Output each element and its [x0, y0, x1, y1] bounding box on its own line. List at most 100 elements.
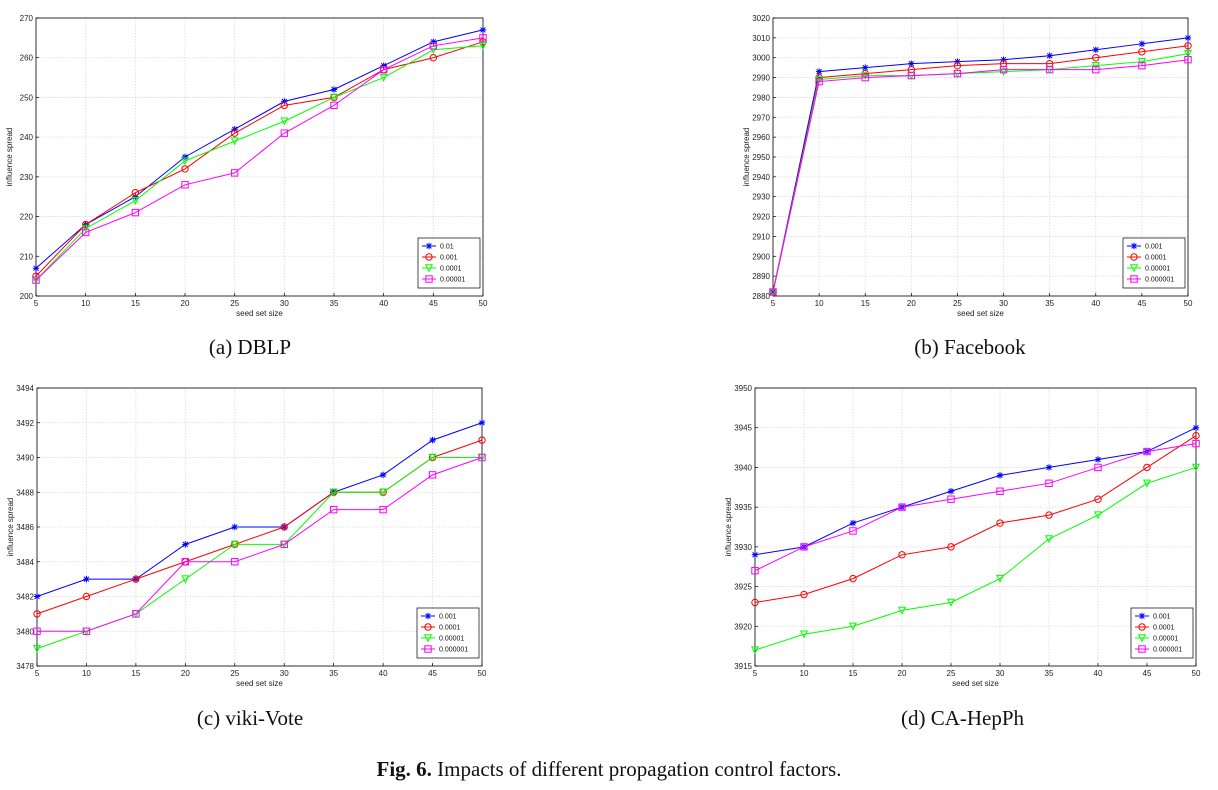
data-point — [947, 488, 955, 495]
data-point — [280, 129, 289, 137]
legend-entry: 0.000001 — [421, 645, 468, 654]
legend-marker — [424, 264, 434, 273]
y-tick-label: 260 — [20, 54, 34, 63]
y-tick-label: 3478 — [16, 662, 34, 671]
y-tick-label: 3484 — [16, 558, 34, 567]
series-line — [754, 466, 1197, 651]
x-tick-label: 50 — [479, 299, 488, 308]
x-tick-label: 25 — [953, 299, 962, 308]
legend-entry: 0.00001 — [421, 634, 464, 643]
panel-facebook: 5 10 15 20 25 30 35 40 45 50 2880 2890 2900 2910 2920 2… — [735, 10, 1205, 325]
data-point — [32, 276, 40, 284]
data-point — [750, 646, 760, 655]
data-point — [1044, 535, 1054, 544]
data-point — [231, 126, 238, 133]
legend-marker — [425, 275, 433, 283]
y-tick-label: 2950 — [752, 153, 770, 162]
x-tick-label: 45 — [1143, 669, 1152, 678]
y-tick-label: 3486 — [16, 523, 34, 532]
x-tick-label: 15 — [861, 299, 870, 308]
y-tick-label: 2990 — [752, 74, 770, 83]
series-line — [772, 59, 1189, 293]
data-point — [1183, 50, 1193, 59]
x-axis-label: seed set size — [957, 309, 1004, 318]
data-point — [1184, 42, 1192, 50]
y-tick-label: 3494 — [16, 384, 34, 393]
y-tick-label: 3010 — [752, 34, 770, 43]
y-tick-label: 2930 — [752, 193, 770, 202]
y-tick-label: 3940 — [734, 463, 752, 472]
x-tick-label: 45 — [1137, 299, 1146, 308]
legend-label: 0.001 — [1153, 614, 1171, 621]
data-point — [1045, 511, 1053, 519]
y-tick-label: 3920 — [734, 622, 752, 631]
figure-caption: Fig. 6. Impacts of different propagation… — [0, 757, 1218, 782]
x-tick-label: 45 — [429, 299, 438, 308]
data-point — [182, 541, 189, 548]
data-point — [999, 67, 1008, 76]
data-point — [32, 644, 42, 653]
data-point — [230, 129, 239, 137]
data-point — [861, 69, 869, 78]
grid — [772, 17, 1189, 297]
legend-marker — [423, 634, 433, 643]
data-point — [1143, 447, 1151, 456]
x-tick-label: 35 — [329, 669, 338, 678]
data-point — [946, 598, 956, 607]
legend-label: 0.0001 — [1153, 625, 1175, 632]
data-point — [379, 505, 387, 514]
y-tick-label: 210 — [20, 252, 34, 261]
data-point — [231, 558, 239, 566]
series-0.000001 — [769, 56, 1192, 296]
data-point — [429, 436, 436, 444]
y-tick-label: 3480 — [16, 627, 34, 636]
x-tick-label: 35 — [1045, 669, 1054, 678]
y-tick-label: 230 — [20, 173, 34, 182]
data-point — [1045, 479, 1053, 488]
data-point — [861, 73, 869, 82]
series-0.001 — [751, 424, 1200, 558]
series-0.001 — [769, 34, 1192, 296]
legend-marker — [1130, 253, 1138, 261]
data-point — [947, 495, 955, 503]
panel-ca-hepph: 5 10 15 20 25 30 35 40 45 50 3915 3920 3925 3930 3935 3… — [715, 380, 1210, 695]
data-point — [1138, 48, 1146, 56]
data-point — [132, 575, 140, 583]
plot-frame — [754, 387, 1197, 667]
legend-marker — [424, 645, 432, 653]
data-point — [180, 157, 190, 166]
y-tick-label: 2970 — [752, 113, 770, 122]
data-point — [849, 519, 857, 527]
y-axis-label: influence spread — [742, 128, 751, 187]
data-point — [280, 523, 288, 531]
y-axis-label: influence spread — [6, 498, 15, 557]
data-point — [1094, 495, 1102, 503]
data-point — [1192, 431, 1200, 440]
legend: 0.01 0.001 0.0001 0.00001 — [417, 237, 481, 289]
data-point — [379, 73, 388, 82]
legend-entry: 0.00001 — [422, 275, 465, 284]
data-point — [815, 68, 823, 75]
data-point — [1137, 57, 1146, 67]
legend-label: 0.000001 — [1153, 647, 1182, 654]
series-line — [36, 422, 483, 597]
data-point — [1138, 40, 1146, 48]
legend-label: 0.00001 — [1145, 266, 1170, 273]
data-point — [1191, 463, 1201, 472]
data-point — [849, 574, 857, 583]
data-point — [907, 71, 916, 80]
caption-viki-vote: (c) viki-Vote — [196, 706, 304, 730]
data-point — [751, 598, 759, 607]
data-point — [181, 165, 189, 173]
data-point — [999, 65, 1008, 74]
x-tick-label: 40 — [379, 299, 388, 308]
data-point — [181, 558, 190, 566]
data-point — [954, 58, 961, 65]
data-point — [280, 101, 289, 110]
plot-frame — [35, 17, 484, 297]
legend-marker — [1138, 645, 1146, 653]
series-line — [37, 457, 483, 632]
panel-viki-vote: 5 10 15 20 25 30 35 40 45 50 3478 3480 3482 3484 3486 3… — [0, 380, 500, 695]
data-point — [82, 627, 91, 635]
x-tick-label: 10 — [815, 299, 824, 308]
